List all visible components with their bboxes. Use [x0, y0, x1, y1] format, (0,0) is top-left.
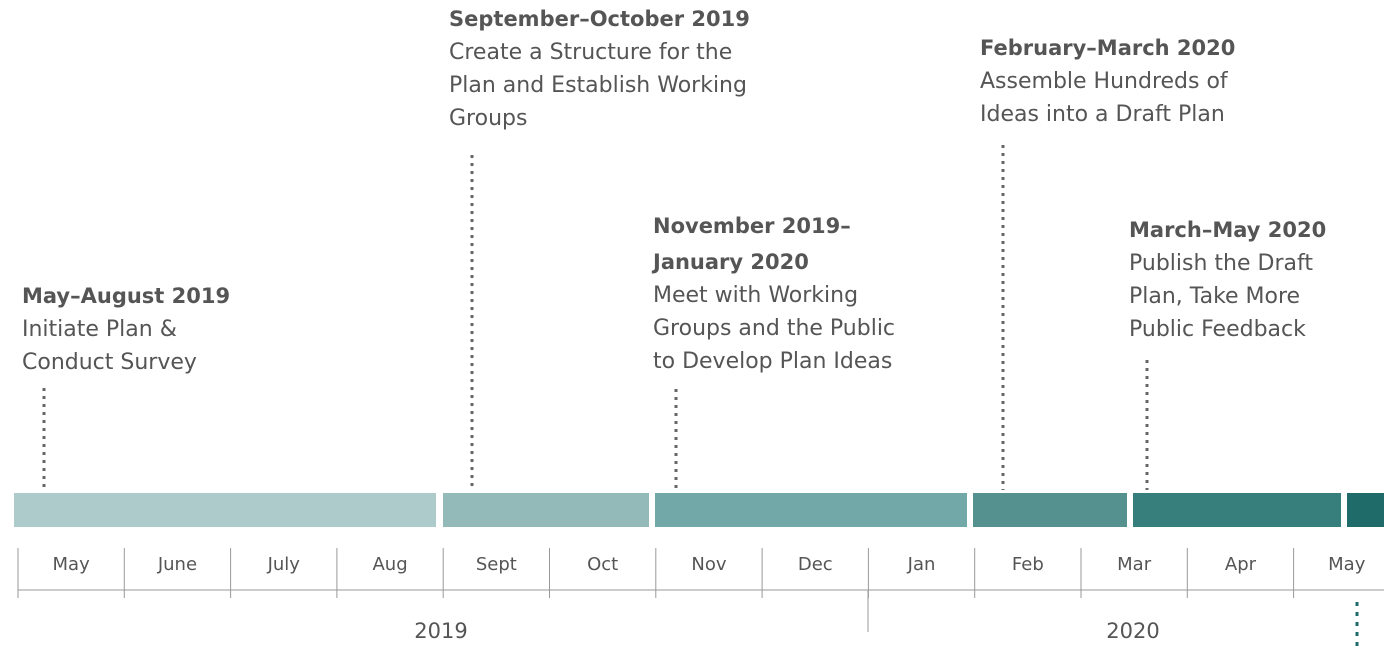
phase-title: September–October 2019 — [449, 7, 750, 31]
year-label: 2019 — [414, 619, 467, 643]
phase-description: to Develop Plan Ideas — [653, 349, 892, 374]
month-label: Sept — [476, 554, 517, 575]
phase-description: Groups — [449, 106, 527, 131]
phase-bar — [1347, 493, 1384, 527]
month-label: Feb — [1012, 554, 1044, 575]
phase-bar — [1133, 493, 1341, 527]
phase-description: Create a Structure for the — [449, 40, 732, 65]
phase-bar — [443, 493, 649, 527]
month-label: Oct — [587, 554, 618, 575]
phase-title: February–March 2020 — [980, 36, 1235, 60]
phase-title: November 2019– — [653, 214, 851, 238]
month-label: May — [1328, 554, 1366, 575]
month-label: Dec — [798, 554, 833, 575]
phase-description: Meet with Working — [653, 283, 858, 308]
phase-title: March–May 2020 — [1129, 218, 1326, 242]
month-label: June — [157, 554, 197, 575]
phase-title: January 2020 — [651, 250, 809, 274]
phase-bar — [655, 493, 967, 527]
phase-bar — [973, 493, 1127, 527]
month-label: Apr — [1225, 554, 1257, 575]
phase-description: Publish the Draft — [1129, 251, 1313, 276]
phase-description: Assemble Hundreds of — [980, 69, 1229, 94]
phase-description: Public Feedback — [1129, 317, 1306, 342]
phase-description: Groups and the Public — [653, 316, 895, 341]
month-label: Nov — [691, 554, 726, 575]
phase-title: May–August 2019 — [22, 284, 230, 308]
phase-bar — [14, 493, 436, 527]
year-label: 2020 — [1106, 619, 1159, 643]
month-label: May — [53, 554, 91, 575]
phase-description: Plan and Establish Working — [449, 73, 747, 98]
phase-description: Ideas into a Draft Plan — [980, 102, 1225, 127]
month-label: Mar — [1117, 554, 1152, 575]
month-label: July — [267, 554, 301, 575]
phase-description: Conduct Survey — [22, 350, 197, 375]
phase-description: Plan, Take More — [1129, 284, 1300, 309]
phase-description: Initiate Plan & — [22, 317, 177, 342]
month-label: Jan — [907, 554, 936, 575]
month-label: Aug — [372, 554, 407, 575]
